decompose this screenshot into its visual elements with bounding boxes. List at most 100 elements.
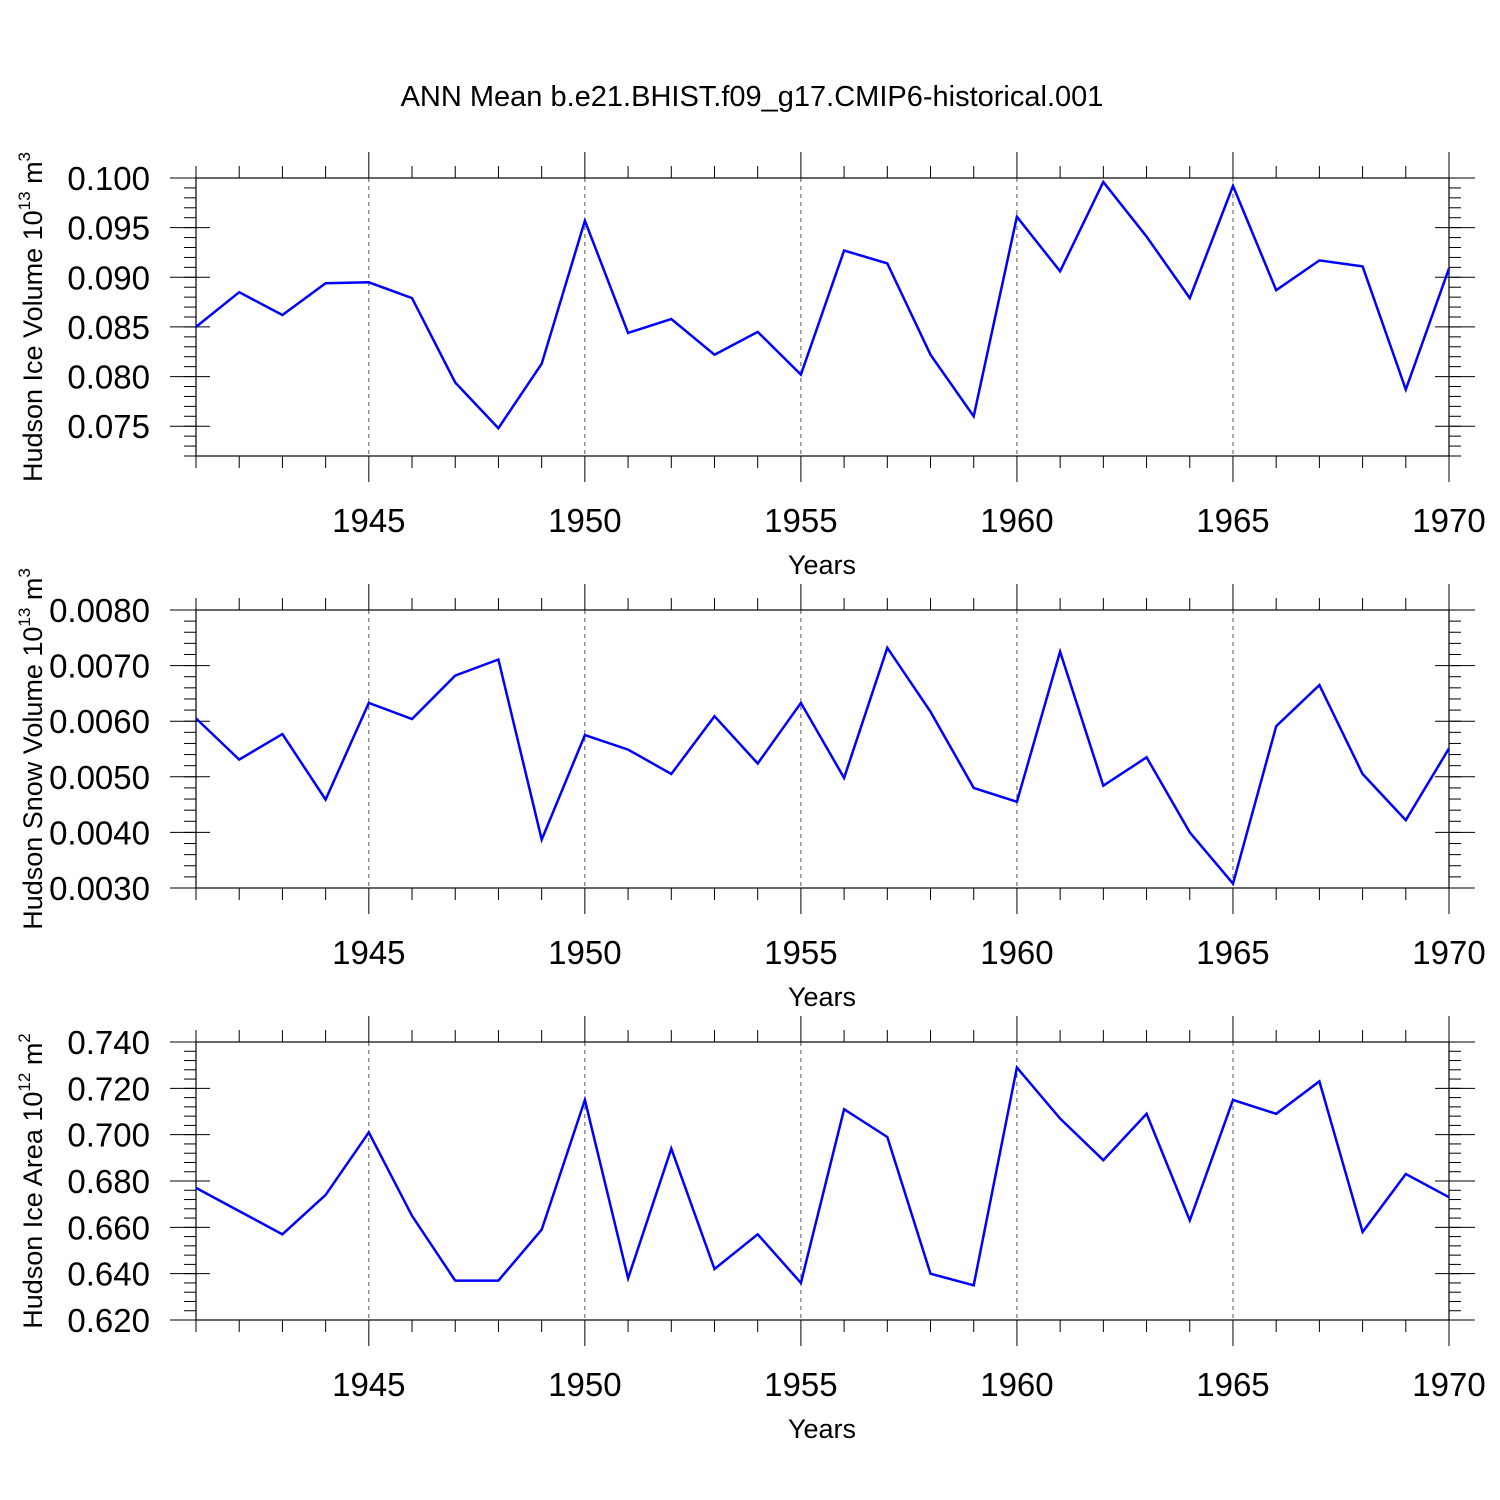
data-point: [1405, 819, 1407, 821]
x-axis-label: Years: [788, 1414, 856, 1444]
data-point: [540, 838, 542, 840]
data-point: [713, 354, 715, 356]
x-tick-label: 1960: [980, 502, 1053, 539]
data-point: [584, 219, 586, 221]
x-tick-label: 1965: [1196, 1366, 1269, 1403]
data-point: [929, 711, 931, 713]
x-tick-label: 1965: [1196, 502, 1269, 539]
data-point: [454, 381, 456, 383]
x-tick-label: 1950: [548, 502, 621, 539]
data-point: [670, 1147, 672, 1149]
y-tick-label: 0.080: [67, 359, 150, 396]
x-tick-label: 1965: [1196, 934, 1269, 971]
data-point: [1448, 747, 1450, 749]
data-point: [281, 314, 283, 316]
data-point: [800, 1282, 802, 1284]
data-point: [1275, 725, 1277, 727]
data-point: [368, 702, 370, 704]
data-point: [886, 647, 888, 649]
x-tick-label: 1945: [332, 1366, 405, 1403]
x-tick-label: 1955: [764, 1366, 837, 1403]
data-point: [1405, 388, 1407, 390]
data-point: [497, 427, 499, 429]
y-tick-label: 0.0060: [49, 703, 150, 740]
data-point: [929, 354, 931, 356]
data-point: [1102, 784, 1104, 786]
y-tick-label: 0.700: [67, 1117, 150, 1154]
data-point: [1448, 267, 1450, 269]
data-point: [1448, 1196, 1450, 1198]
data-point: [1405, 1173, 1407, 1175]
data-point: [454, 1279, 456, 1281]
x-tick-label: 1970: [1412, 502, 1485, 539]
data-point: [800, 373, 802, 375]
data-point: [238, 758, 240, 760]
data-point: [281, 1233, 283, 1235]
x-tick-label: 1955: [764, 934, 837, 971]
data-point: [324, 798, 326, 800]
y-tick-label: 0.095: [67, 210, 150, 247]
data-point: [1318, 259, 1320, 261]
data-point: [1361, 773, 1363, 775]
data-point: [497, 1279, 499, 1281]
data-point: [238, 291, 240, 293]
y-tick-label: 0.740: [67, 1024, 150, 1061]
x-tick-label: 1950: [548, 1366, 621, 1403]
panel-1: 1945 1950 1955 1960 1965 1970 Years 0.075 0.080 0…: [15, 152, 1486, 580]
data-point: [1361, 1231, 1363, 1233]
data-point: [195, 326, 197, 328]
series-line: [195, 644, 1451, 887]
data-point: [713, 1268, 715, 1270]
data-point: [1102, 1159, 1104, 1161]
x-tick-label: 1945: [332, 934, 405, 971]
y-tick-label: 0.0080: [49, 592, 150, 629]
data-point: [800, 702, 802, 704]
data-point: [1189, 297, 1191, 299]
data-point: [843, 1108, 845, 1110]
data-point: [584, 734, 586, 736]
data-point: [1232, 185, 1234, 187]
data-point: [756, 1233, 758, 1235]
panel-3: 1945 1950 1955 1960 1965 1970 Years 0.620 0.640 0…: [15, 1016, 1486, 1444]
data-point: [1059, 1117, 1061, 1119]
x-tick-label: 1960: [980, 1366, 1053, 1403]
y-tick-label: 0.640: [67, 1256, 150, 1293]
data-point: [627, 1277, 629, 1279]
data-point: [886, 262, 888, 264]
data-point: [497, 658, 499, 660]
x-tick-label: 1970: [1412, 1366, 1485, 1403]
data-point: [368, 1131, 370, 1133]
data-point: [1275, 1113, 1277, 1115]
data-point: [281, 733, 283, 735]
chart-title: ANN Mean b.e21.BHIST.f09_g17.CMIP6-histo…: [401, 81, 1104, 113]
data-point: [756, 331, 758, 333]
data-point: [1145, 1113, 1147, 1115]
data-point: [1361, 265, 1363, 267]
data-point: [1016, 216, 1018, 218]
data-point: [1145, 235, 1147, 237]
series-line: [195, 179, 1451, 431]
data-point: [670, 773, 672, 775]
data-point: [713, 715, 715, 717]
series-line: [195, 1064, 1450, 1287]
data-point: [886, 1136, 888, 1138]
y-tick-label: 0.0050: [49, 759, 150, 796]
y-tick-label: 0.0070: [49, 648, 150, 685]
x-axis-label: Years: [788, 982, 856, 1012]
y-axis-label: Hudson Ice Volume 1013 m3: [15, 152, 48, 482]
data-point: [1189, 1219, 1191, 1221]
y-tick-label: 0.0030: [49, 870, 150, 907]
data-point: [1275, 289, 1277, 291]
x-tick-label: 1950: [548, 934, 621, 971]
data-point: [238, 1210, 240, 1212]
data-point: [1059, 651, 1061, 653]
data-point: [584, 1099, 586, 1101]
data-point: [411, 297, 413, 299]
y-axis-label: Hudson Snow Volume 1013 m3: [15, 568, 48, 930]
data-point: [1145, 756, 1147, 758]
data-point: [1016, 1066, 1018, 1068]
data-point: [368, 281, 370, 283]
data-point: [627, 748, 629, 750]
data-point: [454, 674, 456, 676]
data-point: [1102, 181, 1104, 183]
